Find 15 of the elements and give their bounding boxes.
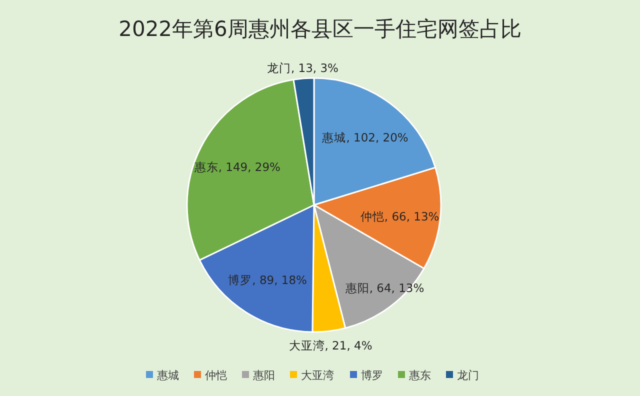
chart-title: 2022年第6周惠州各县区一手住宅网签占比 [118,17,522,41]
data-label: 仲恺, 66, 13% [360,210,440,224]
data-label: 龙门, 13, 3% [266,60,339,75]
legend-label: 博罗 [361,369,383,382]
data-label: 大亚湾, 21, 4% [288,338,372,353]
data-label: 惠阳, 64, 13% [344,280,424,295]
legend-label: 惠阳 [252,369,275,382]
legend-label: 惠城 [156,369,179,382]
legend-label: 仲恺 [205,369,227,382]
data-label: 惠东, 149, 29% [193,160,281,174]
data-label: 博罗, 89, 18% [228,272,308,287]
legend-label: 惠东 [408,369,431,382]
legend-label: 大亚湾 [301,369,334,382]
legend-label: 龙门 [457,369,479,382]
data-label: 惠城, 102, 20% [321,130,408,145]
